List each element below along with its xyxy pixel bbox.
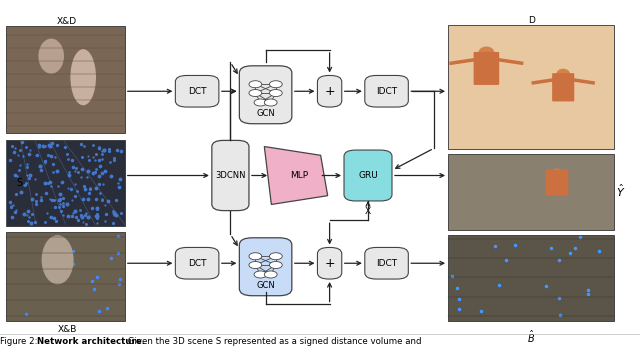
Ellipse shape (38, 39, 64, 74)
Circle shape (254, 99, 267, 106)
FancyBboxPatch shape (474, 52, 499, 85)
Text: GRU: GRU (358, 171, 378, 180)
FancyBboxPatch shape (239, 66, 292, 124)
FancyBboxPatch shape (175, 247, 219, 279)
Ellipse shape (556, 69, 570, 79)
Bar (448, 154, 614, 230)
Bar (448, 25, 614, 149)
Text: $\hat{Y}$: $\hat{Y}$ (616, 183, 626, 199)
Text: IDCT: IDCT (376, 87, 397, 96)
Ellipse shape (550, 168, 564, 179)
Circle shape (269, 253, 282, 260)
Text: Figure 2:: Figure 2: (0, 337, 40, 346)
Bar (448, 235, 614, 321)
Text: DCT: DCT (188, 87, 206, 96)
Circle shape (269, 261, 282, 269)
Text: X: X (365, 207, 371, 216)
FancyBboxPatch shape (317, 247, 342, 279)
Text: +: + (324, 85, 335, 98)
Text: +: + (324, 257, 335, 270)
Circle shape (264, 99, 277, 106)
Bar (6, 140, 125, 226)
Text: 3DCNN: 3DCNN (215, 171, 246, 180)
Ellipse shape (42, 235, 74, 284)
Text: DCT: DCT (188, 259, 206, 268)
FancyBboxPatch shape (552, 73, 574, 101)
Text: X&D: X&D (57, 16, 77, 26)
Text: IDCT: IDCT (376, 259, 397, 268)
FancyBboxPatch shape (545, 170, 568, 196)
Circle shape (269, 81, 282, 88)
FancyBboxPatch shape (365, 75, 408, 107)
Text: S: S (16, 178, 22, 187)
FancyBboxPatch shape (344, 150, 392, 201)
Bar (6, 232, 125, 321)
Circle shape (249, 90, 262, 97)
Circle shape (249, 253, 262, 260)
Polygon shape (264, 147, 328, 204)
Circle shape (269, 90, 282, 97)
Text: $\hat{B}$: $\hat{B}$ (527, 329, 535, 345)
Text: D: D (528, 15, 534, 25)
Text: Network architecture.: Network architecture. (37, 337, 145, 346)
Bar (6, 26, 125, 133)
Circle shape (254, 271, 267, 278)
Text: X&B: X&B (58, 325, 77, 334)
Text: Given the 3D scene S represented as a signed distance volume and: Given the 3D scene S represented as a si… (125, 337, 422, 346)
Circle shape (264, 271, 277, 278)
Text: MLP: MLP (291, 171, 308, 180)
FancyBboxPatch shape (317, 75, 342, 107)
FancyBboxPatch shape (212, 140, 249, 211)
FancyBboxPatch shape (239, 238, 292, 296)
Text: GCN: GCN (256, 280, 275, 290)
Text: GCN: GCN (256, 108, 275, 118)
Circle shape (249, 81, 262, 88)
FancyBboxPatch shape (365, 247, 408, 279)
Circle shape (249, 261, 262, 269)
FancyBboxPatch shape (175, 75, 219, 107)
Ellipse shape (479, 46, 495, 59)
Ellipse shape (70, 49, 96, 105)
